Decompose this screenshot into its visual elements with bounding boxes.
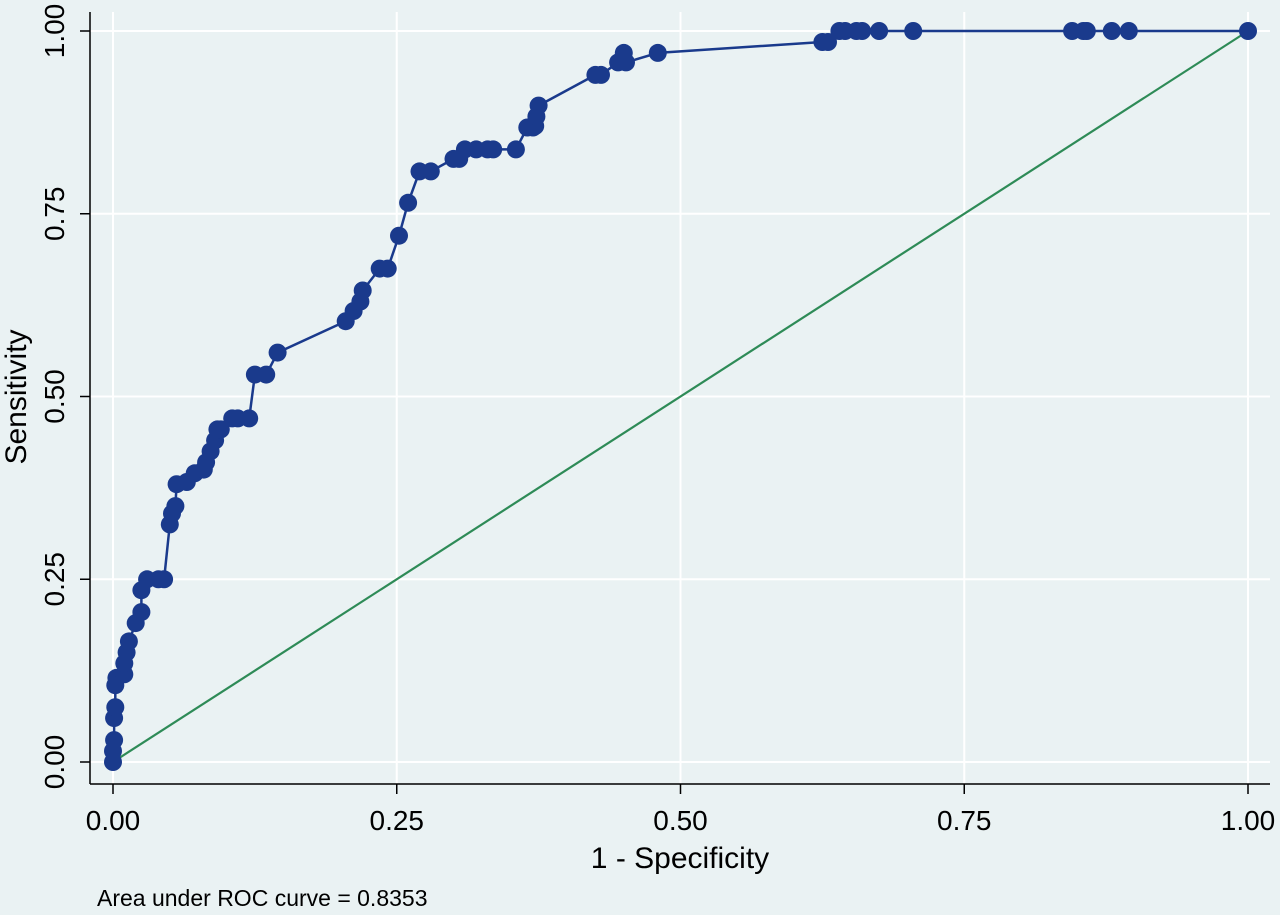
auc-note: Area under ROC curve = 0.8353 bbox=[97, 885, 428, 910]
x-tick-label: 0.25 bbox=[370, 805, 425, 836]
roc-point bbox=[257, 365, 276, 384]
roc-point bbox=[904, 22, 923, 40]
roc-point bbox=[421, 162, 440, 181]
reference-line bbox=[112, 30, 1249, 763]
roc-point bbox=[870, 22, 889, 40]
roc-point bbox=[132, 603, 151, 622]
x-tick-label: 0.50 bbox=[653, 805, 708, 836]
roc-point bbox=[819, 33, 837, 51]
y-axis-label: Sensitivity bbox=[0, 329, 33, 464]
x-tick-label: 0.00 bbox=[86, 805, 141, 836]
roc-point bbox=[1119, 22, 1138, 40]
y-tick-label: 0.00 bbox=[39, 735, 70, 790]
y-tick-label: 1.00 bbox=[39, 4, 70, 59]
roc-point bbox=[268, 343, 287, 362]
roc-point bbox=[399, 193, 418, 212]
roc-point bbox=[484, 140, 503, 159]
roc-point bbox=[648, 43, 667, 62]
roc-point bbox=[106, 698, 125, 717]
y-tick-label: 0.50 bbox=[39, 369, 70, 424]
roc-point bbox=[353, 281, 372, 300]
roc-point bbox=[617, 53, 635, 72]
roc-point bbox=[240, 409, 259, 428]
x-axis-label: 1 - Specificity bbox=[591, 842, 769, 875]
roc-point bbox=[853, 22, 872, 40]
roc-point bbox=[211, 420, 230, 439]
x-tick-label: 0.75 bbox=[937, 805, 992, 836]
roc-point bbox=[1077, 22, 1096, 40]
x-tick-label: 1.00 bbox=[1221, 805, 1276, 836]
roc-point bbox=[166, 497, 185, 516]
roc-point bbox=[119, 632, 138, 651]
roc-point bbox=[592, 65, 610, 84]
roc-point bbox=[390, 226, 408, 245]
roc-point bbox=[506, 140, 525, 159]
roc-point bbox=[378, 259, 397, 278]
roc-point bbox=[529, 96, 548, 115]
roc-point bbox=[1102, 22, 1121, 40]
roc-point bbox=[105, 731, 124, 750]
y-tick-label: 0.75 bbox=[39, 187, 70, 242]
roc-point bbox=[155, 570, 174, 589]
roc-point bbox=[1239, 22, 1257, 40]
y-tick-label: 0.25 bbox=[39, 552, 70, 607]
